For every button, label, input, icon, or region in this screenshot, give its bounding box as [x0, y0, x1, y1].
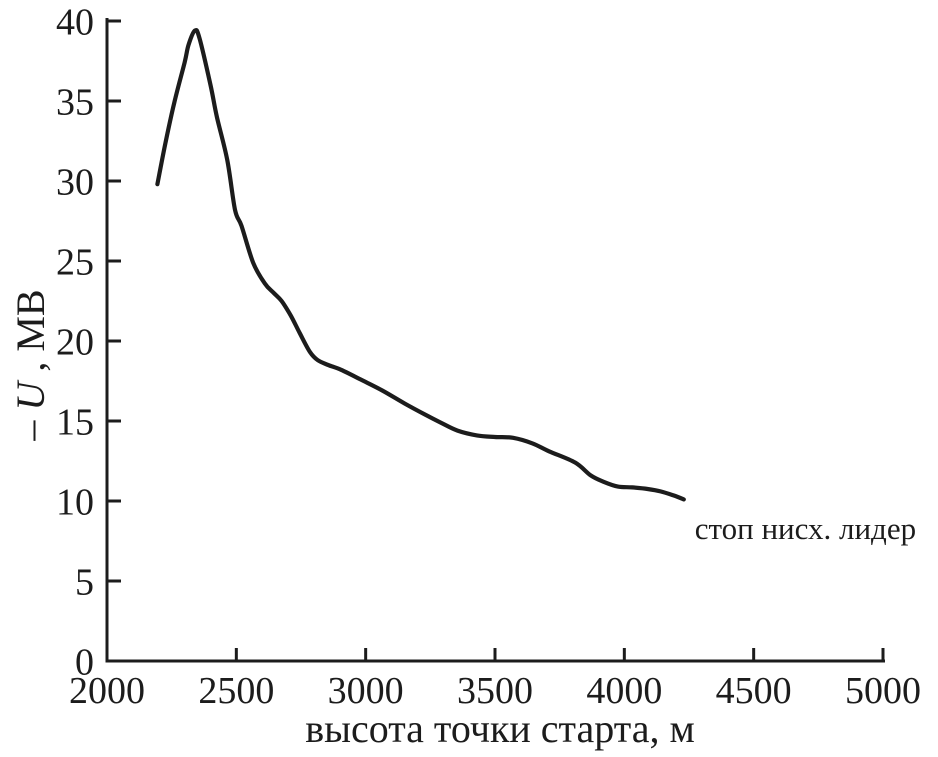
y-axis-tick-labels: 0 5 10 15 20 25 30 35 40: [56, 2, 94, 684]
y-tick-label: 10: [56, 482, 94, 524]
y-tick-label: 25: [56, 242, 94, 284]
y-tick-label: 15: [56, 402, 94, 444]
axes-spine: [105, 18, 885, 663]
x-tick-label: 2000: [69, 670, 145, 712]
x-tick-label: 2500: [198, 670, 274, 712]
y-axis-label-variable: U: [8, 379, 53, 411]
y-axis-ticks: [107, 19, 121, 663]
y-tick-label: 35: [56, 82, 94, 124]
x-axis-label: высота точки старта, м: [305, 706, 695, 751]
y-tick-label: 30: [56, 162, 94, 204]
x-tick-label: 3500: [457, 670, 533, 712]
y-tick-label: 0: [75, 642, 94, 684]
x-axis-tick-labels: 2000 2500 3000 3500 4000 4500 5000: [69, 670, 921, 712]
y-axis-label-unit: , МВ: [8, 289, 53, 371]
y-tick-label: 5: [75, 562, 94, 604]
x-tick-label: 4500: [716, 670, 792, 712]
x-tick-label: 3000: [328, 670, 404, 712]
y-axis-label-sign: –: [8, 420, 53, 442]
x-tick-label: 5000: [845, 670, 921, 712]
series-line: [155, 28, 686, 502]
annotation-stop-descending-leader: стоп нисх. лидер: [695, 511, 916, 546]
x-tick-label: 4000: [586, 670, 662, 712]
y-axis-label: – U , МВ: [8, 289, 53, 441]
y-tick-label: 20: [56, 322, 94, 364]
y-tick-label: 40: [56, 2, 94, 44]
x-axis-ticks: [105, 648, 885, 661]
